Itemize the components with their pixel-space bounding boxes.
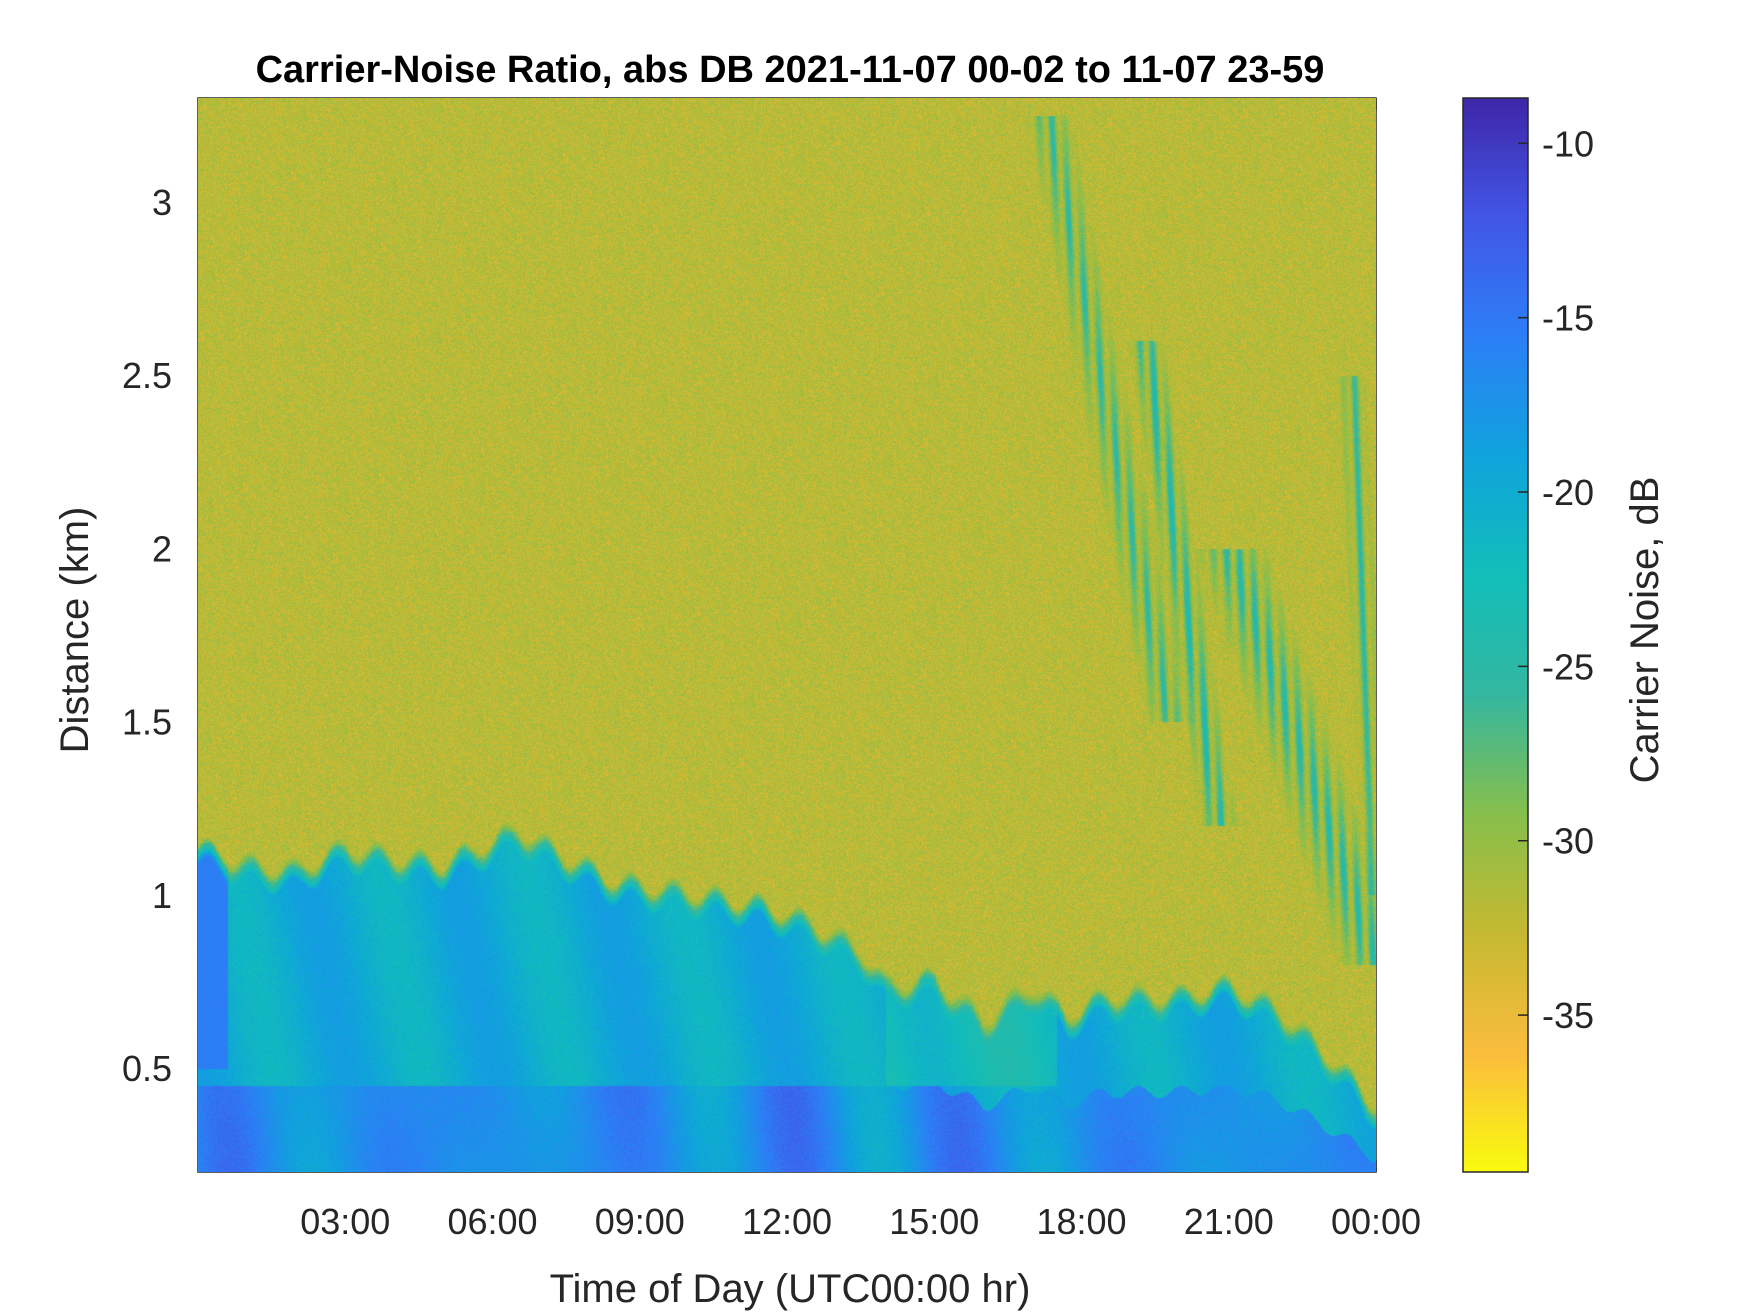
colorbar-tick-label: -10: [1542, 123, 1594, 164]
x-axis-label: Time of Day (UTC00:00 hr): [550, 1267, 1031, 1311]
colorbar-tick-label: -15: [1542, 298, 1594, 339]
x-tick-label: 15:00: [889, 1201, 979, 1242]
y-axis-label: Distance (km): [53, 507, 97, 754]
x-tick-label: 09:00: [595, 1201, 685, 1242]
y-tick-label: 1.5: [122, 702, 172, 743]
x-tick-label: 21:00: [1184, 1201, 1274, 1242]
y-tick-label: 1: [152, 875, 172, 916]
y-tick-label: 2: [152, 528, 172, 569]
y-axis: 0.5 1 1.5 2 2.5 3: [122, 182, 1376, 1089]
x-tick-label: 00:00: [1331, 1201, 1421, 1242]
colorbar-tick-label: -30: [1542, 821, 1594, 862]
colorbar-tick-label: -20: [1542, 472, 1594, 513]
x-tick-label: 18:00: [1036, 1201, 1126, 1242]
y-tick-label: 3: [152, 182, 172, 223]
heatmap-image: [198, 98, 1376, 1172]
colorbar-tick-label: -25: [1542, 646, 1594, 687]
x-tick-label: 03:00: [300, 1201, 390, 1242]
colorbar-ticks: -10 -15 -20 -25 -30 -35: [1518, 123, 1594, 1036]
colorbar-tick-label: -35: [1542, 995, 1594, 1036]
x-tick-label: 06:00: [447, 1201, 537, 1242]
x-axis: 03:00 06:00 09:00 12:00 15:00 18:00 21:00 00:00: [300, 98, 1421, 1242]
colorbar: [1462, 97, 1529, 1173]
y-tick-label: 2.5: [122, 355, 172, 396]
colorbar-label: Carrier Noise, dB: [1623, 477, 1667, 784]
y-tick-label: 0.5: [122, 1048, 172, 1089]
x-tick-label: 12:00: [742, 1201, 832, 1242]
chart-title: Carrier-Noise Ratio, abs DB 2021-11-07 0…: [256, 49, 1325, 91]
